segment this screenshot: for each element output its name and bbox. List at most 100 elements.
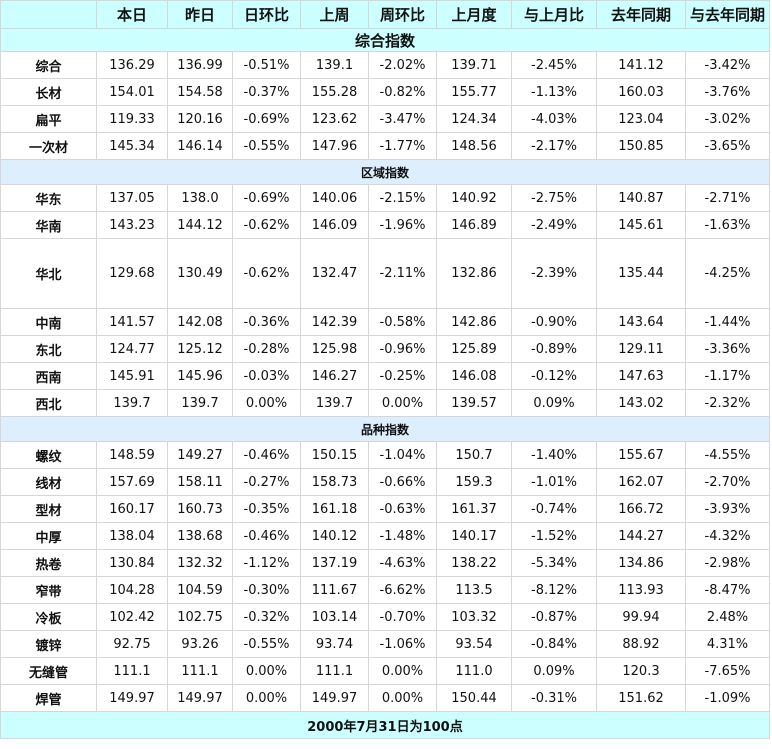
value-cell[interactable]: -0.90% xyxy=(511,308,597,336)
value-cell[interactable]: -2.45% xyxy=(511,51,597,79)
value-cell[interactable]: -1.12% xyxy=(232,549,301,577)
value-cell[interactable]: 102.75 xyxy=(167,603,233,631)
value-cell[interactable]: 140.87 xyxy=(596,184,686,212)
value-cell[interactable]: -3.36% xyxy=(685,335,770,363)
section-title-cell[interactable]: 品种指数 xyxy=(0,416,770,442)
value-cell[interactable]: 146.89 xyxy=(436,211,512,239)
value-cell[interactable]: -0.84% xyxy=(511,630,597,658)
value-cell[interactable]: -0.89% xyxy=(511,335,597,363)
value-cell[interactable]: -0.12% xyxy=(511,362,597,390)
value-cell[interactable]: 123.04 xyxy=(596,105,686,133)
row-name-cell[interactable]: 综合 xyxy=(0,51,97,79)
column-header[interactable]: 上周 xyxy=(300,0,369,29)
value-cell[interactable]: 137.19 xyxy=(300,549,369,577)
value-cell[interactable]: 136.29 xyxy=(96,51,168,79)
value-cell[interactable]: 120.16 xyxy=(167,105,233,133)
value-cell[interactable]: 141.12 xyxy=(596,51,686,79)
value-cell[interactable]: -0.55% xyxy=(232,132,301,160)
value-cell[interactable]: 160.73 xyxy=(167,495,233,523)
value-cell[interactable]: -2.71% xyxy=(685,184,770,212)
value-cell[interactable]: 139.57 xyxy=(436,389,512,417)
value-cell[interactable]: 125.89 xyxy=(436,335,512,363)
value-cell[interactable]: -2.70% xyxy=(685,468,770,496)
value-cell[interactable]: 0.00% xyxy=(368,657,437,685)
value-cell[interactable]: -2.15% xyxy=(368,184,437,212)
column-header[interactable]: 昨日 xyxy=(167,0,233,29)
value-cell[interactable]: -2.32% xyxy=(685,389,770,417)
value-cell[interactable]: 145.91 xyxy=(96,362,168,390)
value-cell[interactable]: 155.28 xyxy=(300,78,369,106)
value-cell[interactable]: 154.01 xyxy=(96,78,168,106)
value-cell[interactable]: -2.11% xyxy=(368,238,437,309)
value-cell[interactable]: -0.32% xyxy=(232,603,301,631)
value-cell[interactable]: 0.09% xyxy=(511,657,597,685)
row-name-cell[interactable]: 热卷 xyxy=(0,549,97,577)
value-cell[interactable]: 160.03 xyxy=(596,78,686,106)
value-cell[interactable]: -0.69% xyxy=(232,105,301,133)
value-cell[interactable]: -8.47% xyxy=(685,576,770,604)
value-cell[interactable]: 125.12 xyxy=(167,335,233,363)
value-cell[interactable]: 88.92 xyxy=(596,630,686,658)
value-cell[interactable]: 2.48% xyxy=(685,603,770,631)
value-cell[interactable]: -0.62% xyxy=(232,211,301,239)
row-name-cell[interactable]: 西北 xyxy=(0,389,97,417)
value-cell[interactable]: 148.56 xyxy=(436,132,512,160)
value-cell[interactable]: 158.73 xyxy=(300,468,369,496)
value-cell[interactable]: -0.31% xyxy=(511,684,597,712)
value-cell[interactable]: 145.34 xyxy=(96,132,168,160)
value-cell[interactable]: 129.11 xyxy=(596,335,686,363)
value-cell[interactable]: -1.04% xyxy=(368,441,437,469)
value-cell[interactable]: 160.17 xyxy=(96,495,168,523)
value-cell[interactable]: 132.86 xyxy=(436,238,512,309)
value-cell[interactable]: 143.02 xyxy=(596,389,686,417)
value-cell[interactable]: -0.66% xyxy=(368,468,437,496)
value-cell[interactable]: -2.75% xyxy=(511,184,597,212)
value-cell[interactable]: 139.7 xyxy=(96,389,168,417)
value-cell[interactable]: 150.7 xyxy=(436,441,512,469)
value-cell[interactable]: -3.65% xyxy=(685,132,770,160)
value-cell[interactable]: 146.14 xyxy=(167,132,233,160)
value-cell[interactable]: -1.52% xyxy=(511,522,597,550)
value-cell[interactable]: 135.44 xyxy=(596,238,686,309)
value-cell[interactable]: 102.42 xyxy=(96,603,168,631)
value-cell[interactable]: -0.82% xyxy=(368,78,437,106)
value-cell[interactable]: 143.64 xyxy=(596,308,686,336)
value-cell[interactable]: -4.63% xyxy=(368,549,437,577)
row-name-cell[interactable]: 华东 xyxy=(0,184,97,212)
value-cell[interactable]: 0.00% xyxy=(368,389,437,417)
value-cell[interactable]: -8.12% xyxy=(511,576,597,604)
value-cell[interactable]: 151.62 xyxy=(596,684,686,712)
value-cell[interactable]: -6.62% xyxy=(368,576,437,604)
value-cell[interactable]: 132.32 xyxy=(167,549,233,577)
value-cell[interactable]: 0.00% xyxy=(368,684,437,712)
value-cell[interactable]: 139.71 xyxy=(436,51,512,79)
value-cell[interactable]: 148.59 xyxy=(96,441,168,469)
value-cell[interactable]: 92.75 xyxy=(96,630,168,658)
value-cell[interactable]: 124.34 xyxy=(436,105,512,133)
value-cell[interactable]: 145.61 xyxy=(596,211,686,239)
value-cell[interactable]: -0.87% xyxy=(511,603,597,631)
value-cell[interactable]: 111.0 xyxy=(436,657,512,685)
value-cell[interactable]: 93.74 xyxy=(300,630,369,658)
value-cell[interactable]: -0.96% xyxy=(368,335,437,363)
value-cell[interactable]: 123.62 xyxy=(300,105,369,133)
row-name-cell[interactable]: 线材 xyxy=(0,468,97,496)
value-cell[interactable]: 149.97 xyxy=(300,684,369,712)
value-cell[interactable]: 150.85 xyxy=(596,132,686,160)
row-name-cell[interactable]: 华南 xyxy=(0,211,97,239)
value-cell[interactable]: -0.55% xyxy=(232,630,301,658)
value-cell[interactable]: 129.68 xyxy=(96,238,168,309)
value-cell[interactable]: 149.27 xyxy=(167,441,233,469)
value-cell[interactable]: 93.26 xyxy=(167,630,233,658)
value-cell[interactable]: 132.47 xyxy=(300,238,369,309)
value-cell[interactable]: 146.09 xyxy=(300,211,369,239)
value-cell[interactable]: 146.08 xyxy=(436,362,512,390)
row-name-cell[interactable]: 华北 xyxy=(0,238,97,309)
row-name-cell[interactable]: 长材 xyxy=(0,78,97,106)
value-cell[interactable]: 130.84 xyxy=(96,549,168,577)
row-name-cell[interactable]: 镀锌 xyxy=(0,630,97,658)
value-cell[interactable]: -3.42% xyxy=(685,51,770,79)
value-cell[interactable]: 139.7 xyxy=(167,389,233,417)
row-name-cell[interactable]: 东北 xyxy=(0,335,97,363)
value-cell[interactable]: 111.1 xyxy=(96,657,168,685)
